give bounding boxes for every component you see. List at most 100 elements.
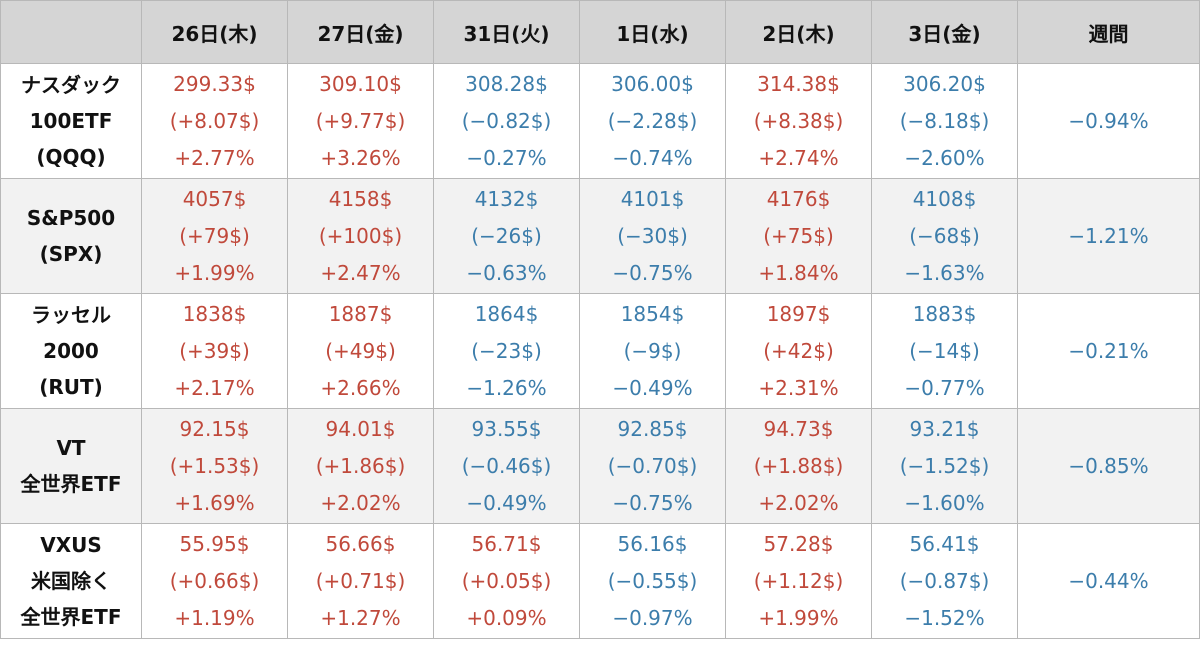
row-label-line: (RUT) — [39, 375, 103, 399]
price-cell: 308.28$ (−0.82$) −0.27% — [433, 63, 580, 179]
percent-change: −0.49% — [612, 375, 693, 400]
price-cell: 306.20$ (−8.18$) −2.60% — [871, 63, 1018, 179]
price-value: 1887$ — [328, 301, 393, 326]
corner-header — [0, 0, 142, 64]
row-label-line: S&P500 — [26, 206, 116, 230]
row-label-line: 米国除く — [31, 569, 111, 593]
percent-change: −2.60% — [904, 145, 985, 170]
price-cell: 56.41$ (−0.87$) −1.52% — [871, 523, 1018, 639]
price-change: (−26$) — [471, 223, 542, 248]
price-cell: 94.73$ (+1.88$) +2.02% — [725, 408, 872, 524]
percent-change: +2.47% — [320, 260, 401, 285]
price-value: 4158$ — [328, 186, 393, 211]
price-change: (+9.77$) — [315, 108, 406, 133]
price-value: 1864$ — [474, 301, 539, 326]
percent-change: −0.63% — [466, 260, 547, 285]
price-value: 94.73$ — [763, 416, 834, 441]
price-change: (−9$) — [623, 338, 682, 363]
weekly-column-header: 週間 — [1017, 0, 1200, 64]
percent-change: +1.27% — [320, 605, 401, 630]
row-label-line: ナスダック — [21, 73, 121, 97]
price-value: 308.28$ — [465, 71, 548, 96]
price-cell: 4108$ (−68$) −1.63% — [871, 178, 1018, 294]
row-label-line: VT — [56, 436, 86, 460]
percent-change: −0.75% — [612, 490, 693, 515]
price-cell: 1883$ (−14$) −0.77% — [871, 293, 1018, 409]
price-cell: 1854$ (−9$) −0.49% — [579, 293, 726, 409]
price-change: (+42$) — [763, 338, 834, 363]
percent-change: +1.69% — [174, 490, 255, 515]
percent-change: +0.09% — [466, 605, 547, 630]
percent-change: −0.97% — [612, 605, 693, 630]
column-header: 1日(水) — [579, 0, 726, 64]
price-value: 4101$ — [620, 186, 685, 211]
price-cell: 56.66$ (+0.71$) +1.27% — [287, 523, 434, 639]
price-cell: 92.15$ (+1.53$) +1.69% — [141, 408, 288, 524]
column-header: 2日(木) — [725, 0, 872, 64]
percent-change: −0.75% — [612, 260, 693, 285]
row-label-line: (QQQ) — [36, 145, 106, 169]
price-change: (−0.46$) — [461, 453, 552, 478]
price-change: (−1.52$) — [899, 453, 990, 478]
price-change: (+49$) — [325, 338, 396, 363]
price-change: (−68$) — [909, 223, 980, 248]
row-label-line: 全世界ETF — [20, 472, 122, 496]
table-row: S&P500 (SPX) 4057$ (+79$) +1.99% 4158$ (+100$)… — [0, 178, 1200, 294]
price-cell: 309.10$ (+9.77$) +3.26% — [287, 63, 434, 179]
percent-change: −1.26% — [466, 375, 547, 400]
price-change: (−0.87$) — [899, 568, 990, 593]
price-cell: 56.71$ (+0.05$) +0.09% — [433, 523, 580, 639]
percent-change: +2.02% — [758, 490, 839, 515]
table-row: ナスダック 100ETF (QQQ) 299.33$ (+8.07$) +2.77% 309… — [0, 63, 1200, 179]
row-label-line: 100ETF — [29, 109, 113, 133]
price-change: (+75$) — [763, 223, 834, 248]
price-change: (+8.07$) — [169, 108, 260, 133]
price-cell: 1897$ (+42$) +2.31% — [725, 293, 872, 409]
price-cell: 4176$ (+75$) +1.84% — [725, 178, 872, 294]
weekly-change-cell: −0.21% — [1017, 293, 1200, 409]
price-value: 93.21$ — [909, 416, 980, 441]
price-change: (−30$) — [617, 223, 688, 248]
price-value: 314.38$ — [757, 71, 840, 96]
percent-change: −1.52% — [904, 605, 985, 630]
percent-change: +2.66% — [320, 375, 401, 400]
price-change: (+39$) — [179, 338, 250, 363]
price-value: 1897$ — [766, 301, 831, 326]
percent-change: −0.77% — [904, 375, 985, 400]
price-change: (+8.38$) — [753, 108, 844, 133]
row-label: S&P500 (SPX) — [0, 178, 142, 294]
percent-change: +2.02% — [320, 490, 401, 515]
price-cell: 94.01$ (+1.86$) +2.02% — [287, 408, 434, 524]
percent-change: −0.74% — [612, 145, 693, 170]
percent-change: +1.99% — [758, 605, 839, 630]
percent-change: +1.99% — [174, 260, 255, 285]
row-label: ラッセル 2000 (RUT) — [0, 293, 142, 409]
price-change: (+1.12$) — [753, 568, 844, 593]
percent-change: +2.77% — [174, 145, 255, 170]
price-value: 1883$ — [912, 301, 977, 326]
row-label-line: (SPX) — [39, 242, 103, 266]
price-value: 94.01$ — [325, 416, 396, 441]
percent-change: −1.63% — [904, 260, 985, 285]
price-change: (−2.28$) — [607, 108, 698, 133]
row-label: VT 全世界ETF — [0, 408, 142, 524]
price-value: 1838$ — [182, 301, 247, 326]
price-value: 92.15$ — [179, 416, 250, 441]
percent-change: −0.49% — [466, 490, 547, 515]
weekly-change-cell: −0.94% — [1017, 63, 1200, 179]
price-cell: 93.55$ (−0.46$) −0.49% — [433, 408, 580, 524]
price-cell: 306.00$ (−2.28$) −0.74% — [579, 63, 726, 179]
price-value: 306.00$ — [611, 71, 694, 96]
column-header: 27日(金) — [287, 0, 434, 64]
price-cell: 314.38$ (+8.38$) +2.74% — [725, 63, 872, 179]
price-cell: 1864$ (−23$) −1.26% — [433, 293, 580, 409]
price-change: (−0.82$) — [461, 108, 552, 133]
percent-change: +2.74% — [758, 145, 839, 170]
weekly-change-cell: −0.85% — [1017, 408, 1200, 524]
price-value: 56.41$ — [909, 531, 980, 556]
price-value: 4057$ — [182, 186, 247, 211]
price-change: (+1.53$) — [169, 453, 260, 478]
price-value: 306.20$ — [903, 71, 986, 96]
price-change: (+0.66$) — [169, 568, 260, 593]
percent-change: −1.60% — [904, 490, 985, 515]
